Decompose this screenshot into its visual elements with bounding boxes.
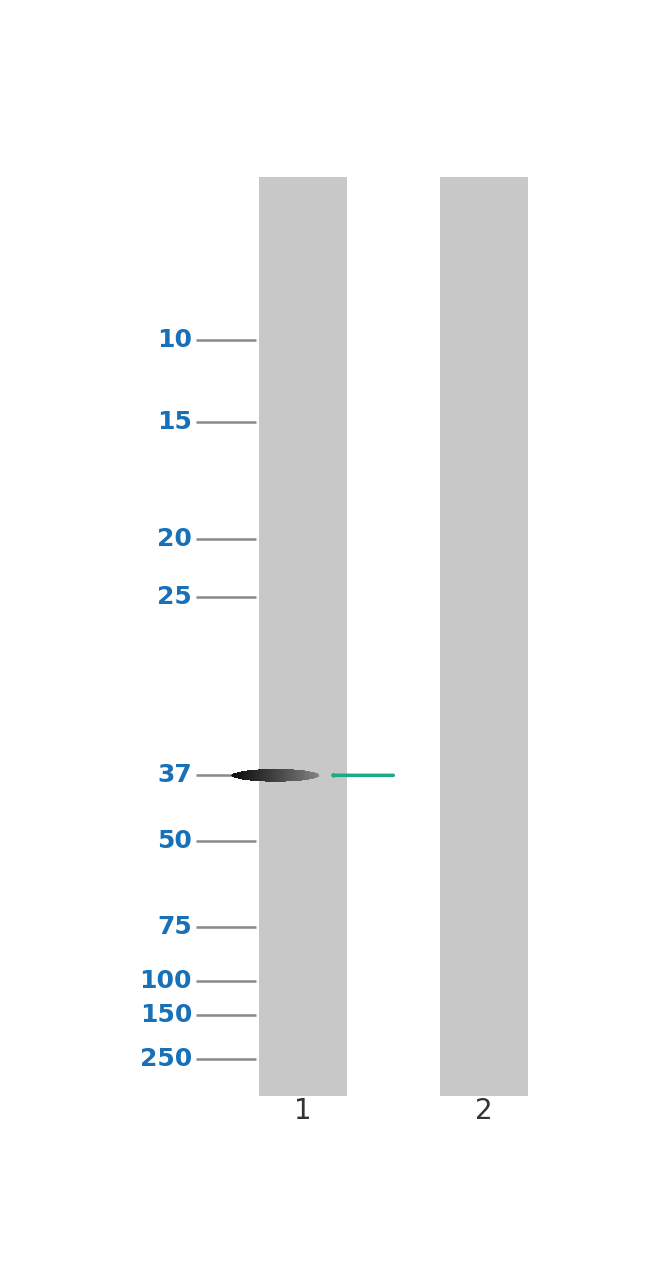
Bar (248, 771, 249, 780)
Bar (232, 773, 233, 777)
Bar (253, 770, 254, 781)
Bar (257, 770, 259, 781)
Bar (280, 770, 281, 781)
Bar (297, 770, 298, 781)
Bar (292, 770, 294, 781)
Bar (270, 770, 271, 781)
Bar (283, 770, 284, 781)
Bar (307, 771, 308, 780)
Bar (261, 770, 262, 781)
Bar (262, 770, 263, 781)
Bar (237, 772, 238, 779)
Bar (296, 770, 297, 781)
Bar (285, 770, 286, 781)
Bar (251, 770, 252, 781)
Bar (298, 770, 300, 781)
Text: 75: 75 (157, 914, 192, 939)
Bar (260, 770, 261, 781)
Bar (315, 772, 316, 779)
Text: 50: 50 (157, 829, 192, 853)
Bar (316, 773, 317, 777)
Bar (244, 771, 246, 780)
Bar (268, 770, 270, 781)
Bar (289, 770, 291, 781)
Bar (282, 770, 283, 781)
Bar (300, 770, 302, 781)
Text: 15: 15 (157, 410, 192, 434)
Bar (314, 772, 315, 779)
Bar (252, 770, 254, 781)
Bar (286, 770, 287, 781)
Bar (273, 768, 274, 781)
Bar (233, 773, 235, 777)
Bar (255, 770, 257, 781)
Bar (242, 771, 243, 780)
Bar (284, 770, 285, 781)
Bar (305, 771, 306, 780)
Bar (306, 771, 307, 780)
Text: 20: 20 (157, 527, 192, 551)
Text: 25: 25 (157, 585, 192, 610)
Bar (241, 771, 242, 780)
Bar (295, 770, 296, 781)
Bar (308, 771, 309, 780)
Bar (311, 772, 313, 779)
Text: 10: 10 (157, 328, 192, 352)
Bar (278, 768, 280, 781)
Bar (309, 771, 311, 780)
Text: 150: 150 (140, 1003, 192, 1027)
Bar (294, 770, 295, 781)
Bar (313, 772, 314, 779)
Bar (259, 770, 260, 781)
Text: 1: 1 (294, 1097, 312, 1125)
Bar (275, 768, 276, 781)
Bar (266, 770, 268, 781)
Bar (271, 770, 272, 781)
Bar (287, 770, 289, 781)
Text: 37: 37 (157, 763, 192, 787)
Bar (304, 771, 305, 780)
Bar (281, 770, 282, 781)
Bar (302, 770, 303, 780)
Text: 250: 250 (140, 1046, 192, 1071)
Text: 2: 2 (475, 1097, 493, 1125)
Bar (276, 768, 278, 781)
Bar (264, 770, 265, 781)
Bar (250, 770, 251, 781)
Bar (274, 768, 275, 781)
Bar (235, 772, 237, 779)
Bar (440, 177, 528, 1096)
Text: 100: 100 (140, 969, 192, 993)
Bar (249, 770, 250, 780)
Bar (259, 177, 347, 1096)
Bar (238, 772, 239, 779)
Bar (263, 770, 264, 781)
Bar (243, 771, 244, 780)
Bar (239, 772, 240, 779)
Bar (246, 771, 248, 780)
Bar (265, 770, 266, 781)
Bar (272, 768, 273, 781)
Bar (291, 770, 292, 781)
Bar (317, 773, 318, 777)
Bar (240, 771, 241, 779)
Bar (254, 770, 255, 781)
Bar (292, 770, 293, 781)
Bar (318, 773, 319, 777)
Bar (303, 771, 304, 780)
